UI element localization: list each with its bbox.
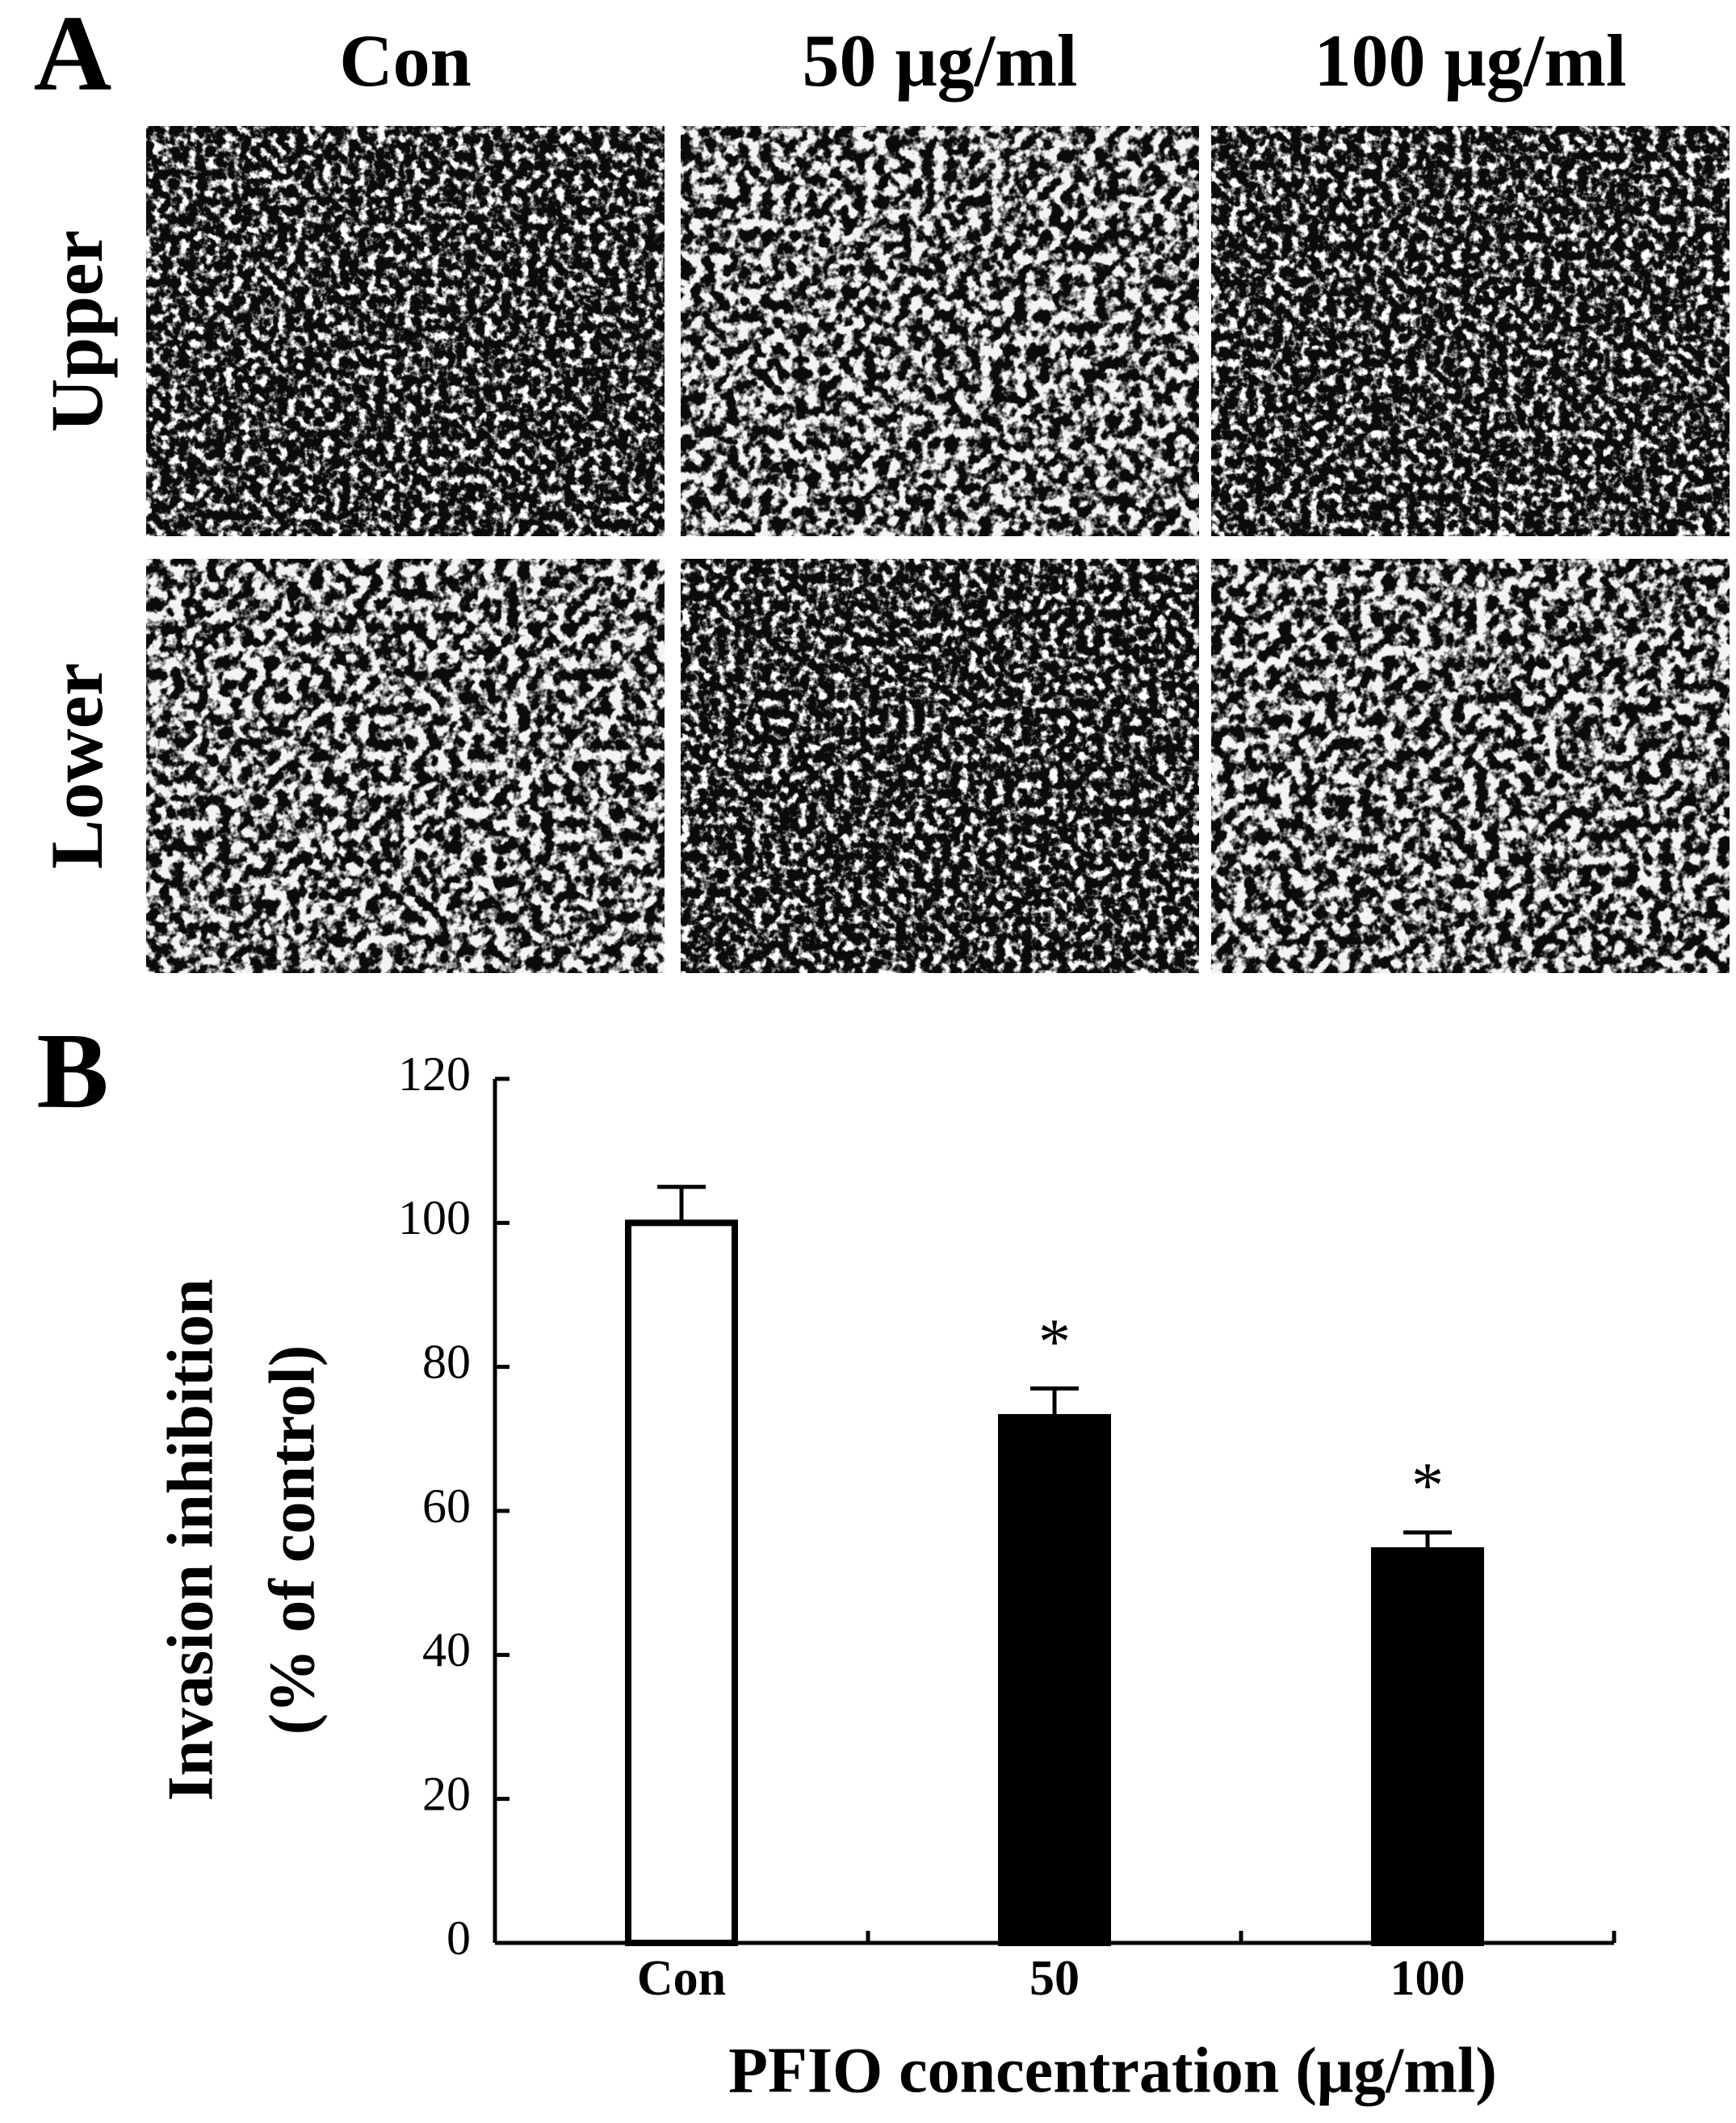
y-tick-label: 100	[398, 1191, 471, 1244]
y-tick-label: 20	[422, 1767, 471, 1820]
micrograph-texture	[1211, 559, 1730, 973]
micrograph-texture	[681, 126, 1199, 536]
bar	[625, 1219, 738, 1947]
column-header: Con	[339, 19, 472, 102]
panel-label: B	[36, 1011, 108, 1131]
y-tick-label: 0	[447, 1911, 471, 1965]
y-tick-label: 80	[422, 1335, 471, 1388]
x-tick-label: 50	[1029, 1951, 1080, 2006]
y-tick-label: 120	[398, 1047, 471, 1101]
panel-label: A	[34, 0, 112, 113]
y-tick-label: 60	[422, 1479, 471, 1533]
x-axis-label: PFIO concentration (μg/ml)	[728, 2035, 1497, 2106]
column-header: 100 μg/ml	[1315, 19, 1627, 102]
micrograph-texture	[146, 559, 665, 973]
x-tick-label: Con	[637, 1951, 726, 2006]
micrograph-texture	[681, 559, 1199, 973]
y-tick-label: 40	[422, 1623, 471, 1676]
x-tick-label: 100	[1390, 1951, 1466, 2006]
significance-mark: *	[1411, 1450, 1444, 1521]
bar	[1371, 1547, 1484, 1946]
micrograph-texture	[146, 126, 665, 536]
bar	[998, 1414, 1111, 1947]
panel-a: Con 50 μg/ml 100 μg/ml Upper Lower	[36, 19, 1730, 973]
column-header: 50 μg/ml	[803, 19, 1078, 102]
row-label: Upper	[36, 230, 118, 432]
chart: 0 20 40 60 80 100 120 Con 50 * 100 * PFIO concentrat…	[155, 1047, 1616, 2106]
y-axis-label: (% of control)	[257, 1345, 328, 1735]
row-label: Lower	[36, 663, 118, 869]
y-axis-label: Invasion inhibition	[155, 1279, 226, 1802]
micrograph-texture	[1211, 126, 1730, 536]
significance-mark: *	[1038, 1307, 1071, 1378]
